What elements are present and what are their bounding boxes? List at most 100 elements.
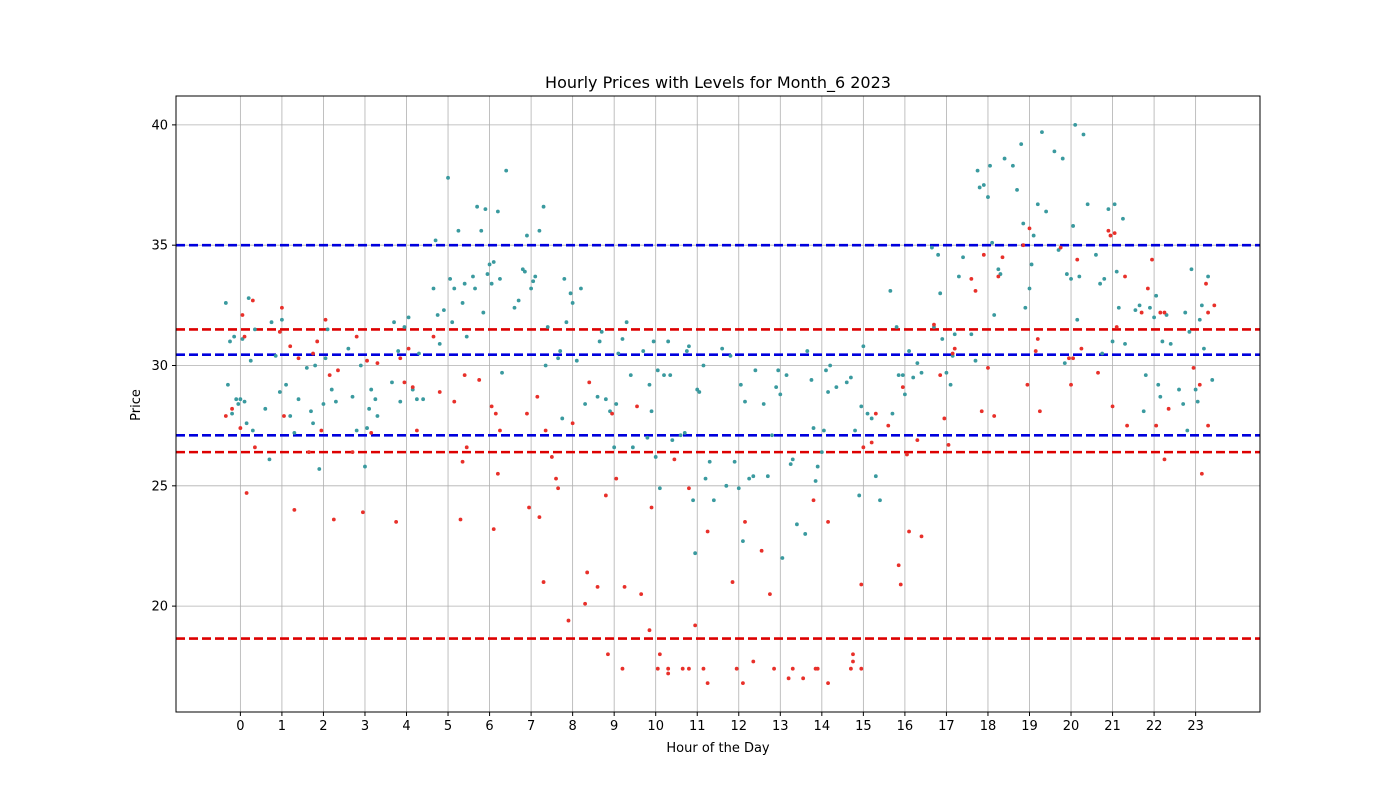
- teal-data-point: [574, 358, 579, 363]
- teal-data-point: [647, 382, 652, 387]
- y-tick-label: 25: [151, 479, 168, 494]
- red-data-point: [900, 385, 905, 390]
- x-tick-label: 7: [527, 719, 535, 734]
- teal-data-point: [973, 358, 978, 363]
- teal-data-point: [896, 373, 901, 378]
- red-data-point: [992, 414, 997, 418]
- teal-data-point: [988, 163, 992, 168]
- teal-data-point: [844, 380, 849, 385]
- teal-data-point: [495, 209, 500, 214]
- teal-data-point: [612, 445, 617, 450]
- chart-title: Hourly Prices with Levels for Month_6 20…: [545, 73, 891, 93]
- teal-data-point: [992, 313, 997, 317]
- red-data-point: [815, 666, 820, 671]
- teal-data-point: [724, 483, 729, 488]
- teal-data-point: [1152, 315, 1156, 320]
- x-tick-label: 14: [814, 719, 831, 734]
- teal-data-point: [869, 416, 874, 421]
- teal-data-point: [263, 406, 268, 411]
- teal-data-point: [244, 421, 249, 426]
- teal-data-point: [1137, 303, 1142, 308]
- teal-data-point: [448, 276, 453, 281]
- teal-data-point: [774, 385, 779, 390]
- teal-data-point: [1015, 187, 1019, 192]
- red-data-point: [240, 313, 245, 317]
- teal-data-point: [907, 349, 911, 353]
- red-data-point: [462, 373, 467, 378]
- teal-data-point: [1040, 130, 1044, 134]
- teal-data-point: [720, 346, 725, 351]
- red-data-point: [369, 430, 374, 435]
- red-data-point: [786, 676, 791, 681]
- x-axis-title: Hour of the Day: [666, 741, 770, 756]
- teal-data-point: [369, 387, 374, 392]
- red-data-point: [942, 416, 947, 421]
- red-data-point: [886, 423, 891, 428]
- red-data-point: [610, 411, 614, 416]
- teal-data-point: [1060, 156, 1065, 161]
- teal-data-point: [657, 486, 662, 491]
- teal-data-point: [703, 476, 708, 481]
- teal-data-point: [819, 450, 824, 455]
- x-tick-label: 20: [1063, 719, 1080, 734]
- teal-data-point: [738, 382, 743, 387]
- teal-data-point: [1177, 387, 1181, 392]
- red-data-point: [905, 452, 909, 457]
- red-data-point: [1110, 404, 1115, 409]
- red-data-point: [489, 404, 494, 409]
- teal-data-point: [512, 305, 517, 310]
- teal-data-point: [562, 276, 567, 281]
- teal-data-point: [1199, 303, 1204, 308]
- red-data-point: [950, 351, 955, 356]
- teal-data-point: [529, 286, 534, 291]
- teal-data-point: [711, 498, 716, 503]
- teal-data-point: [373, 397, 378, 402]
- y-tick-label: 30: [151, 359, 168, 374]
- x-tick-label: 1: [278, 719, 286, 734]
- red-data-point: [1021, 243, 1026, 248]
- red-data-point: [1145, 286, 1150, 291]
- teal-data-point: [309, 409, 313, 414]
- teal-data-point: [599, 329, 604, 334]
- teal-data-point: [668, 373, 673, 378]
- red-data-point: [647, 628, 652, 633]
- red-data-point: [734, 666, 739, 671]
- teal-data-point: [545, 325, 550, 329]
- red-data-point: [1123, 274, 1127, 279]
- teal-data-point: [481, 310, 486, 315]
- red-data-point: [360, 510, 365, 515]
- teal-data-point: [761, 402, 766, 406]
- red-data-point: [946, 443, 951, 447]
- teal-data-point: [697, 390, 702, 394]
- red-data-point: [979, 409, 984, 414]
- red-data-point: [772, 666, 776, 671]
- red-data-point: [1206, 423, 1210, 428]
- teal-data-point: [522, 269, 527, 274]
- teal-data-point: [363, 464, 367, 469]
- teal-data-point: [936, 252, 941, 257]
- teal-data-point: [1100, 351, 1105, 356]
- teal-data-point: [645, 435, 650, 440]
- red-data-point: [464, 445, 469, 450]
- teal-data-point: [834, 385, 839, 390]
- teal-data-point: [628, 373, 633, 378]
- teal-data-point: [651, 339, 656, 344]
- teal-data-point: [398, 399, 403, 404]
- teal-data-point: [365, 426, 369, 430]
- red-data-point: [554, 476, 558, 481]
- teal-data-point: [649, 409, 654, 414]
- teal-data-point: [780, 556, 785, 560]
- plot-frame: [175, 95, 1261, 713]
- teal-data-point: [790, 457, 795, 462]
- red-data-point: [1027, 226, 1032, 231]
- teal-data-point: [1202, 346, 1206, 351]
- teal-data-point: [1154, 293, 1159, 298]
- teal-data-point: [961, 255, 965, 260]
- red-data-point: [244, 491, 249, 495]
- red-data-point: [790, 666, 795, 671]
- red-data-point: [452, 399, 457, 404]
- teal-data-point: [1073, 122, 1078, 127]
- teal-data-point: [284, 382, 288, 387]
